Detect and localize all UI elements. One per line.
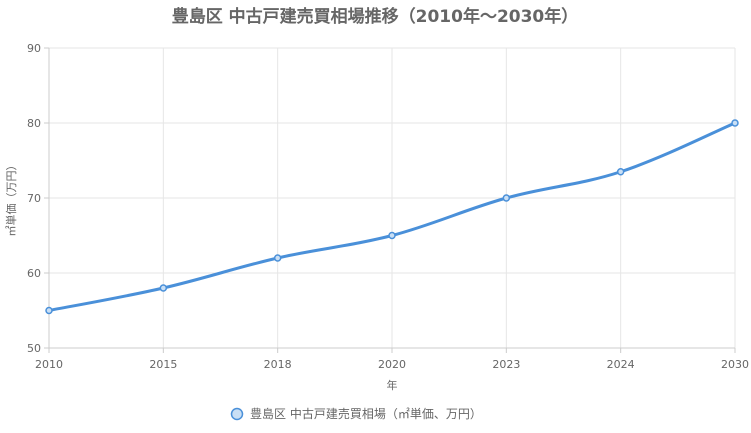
grid bbox=[48, 47, 736, 349]
legend-marker bbox=[230, 407, 244, 421]
data-point[interactable] bbox=[159, 284, 168, 292]
series bbox=[45, 119, 739, 315]
y-axis-title: ㎡単価（万円） bbox=[4, 160, 18, 237]
data-point[interactable] bbox=[502, 194, 511, 202]
x-tick-label: 2010 bbox=[35, 358, 63, 371]
legend[interactable]: 豊島区 中古戸建売買相場（㎡単価、万円） bbox=[230, 406, 482, 421]
data-point[interactable] bbox=[388, 231, 396, 240]
axes bbox=[44, 47, 736, 353]
data-point[interactable] bbox=[616, 168, 625, 176]
x-tick-label: 2030 bbox=[721, 358, 749, 371]
y-tick-label: 90 bbox=[27, 42, 41, 55]
x-axis-title: 年 bbox=[387, 378, 398, 392]
y-tick-label: 60 bbox=[27, 267, 41, 280]
x-tick-labels: 2010 2015 2018 2020 2023 2024 2030 bbox=[35, 358, 749, 371]
legend-label: 豊島区 中古戸建売買相場（㎡単価、万円） bbox=[250, 406, 482, 421]
chart-title: 豊島区 中古戸建売買相場推移（2010年～2030年） bbox=[172, 6, 579, 27]
y-tick-labels: 50 60 70 80 90 bbox=[27, 42, 41, 355]
data-point[interactable] bbox=[731, 119, 739, 127]
y-tick-label: 80 bbox=[27, 117, 41, 130]
x-tick-label: 2023 bbox=[492, 358, 520, 371]
data-point[interactable] bbox=[273, 254, 282, 262]
y-tick-label: 70 bbox=[27, 192, 41, 205]
x-tick-label: 2020 bbox=[378, 358, 406, 371]
x-tick-label: 2018 bbox=[264, 358, 292, 371]
y-tick-label: 50 bbox=[27, 342, 41, 355]
x-tick-label: 2015 bbox=[149, 358, 177, 371]
data-point[interactable] bbox=[45, 306, 53, 315]
x-tick-label: 2024 bbox=[607, 358, 635, 371]
